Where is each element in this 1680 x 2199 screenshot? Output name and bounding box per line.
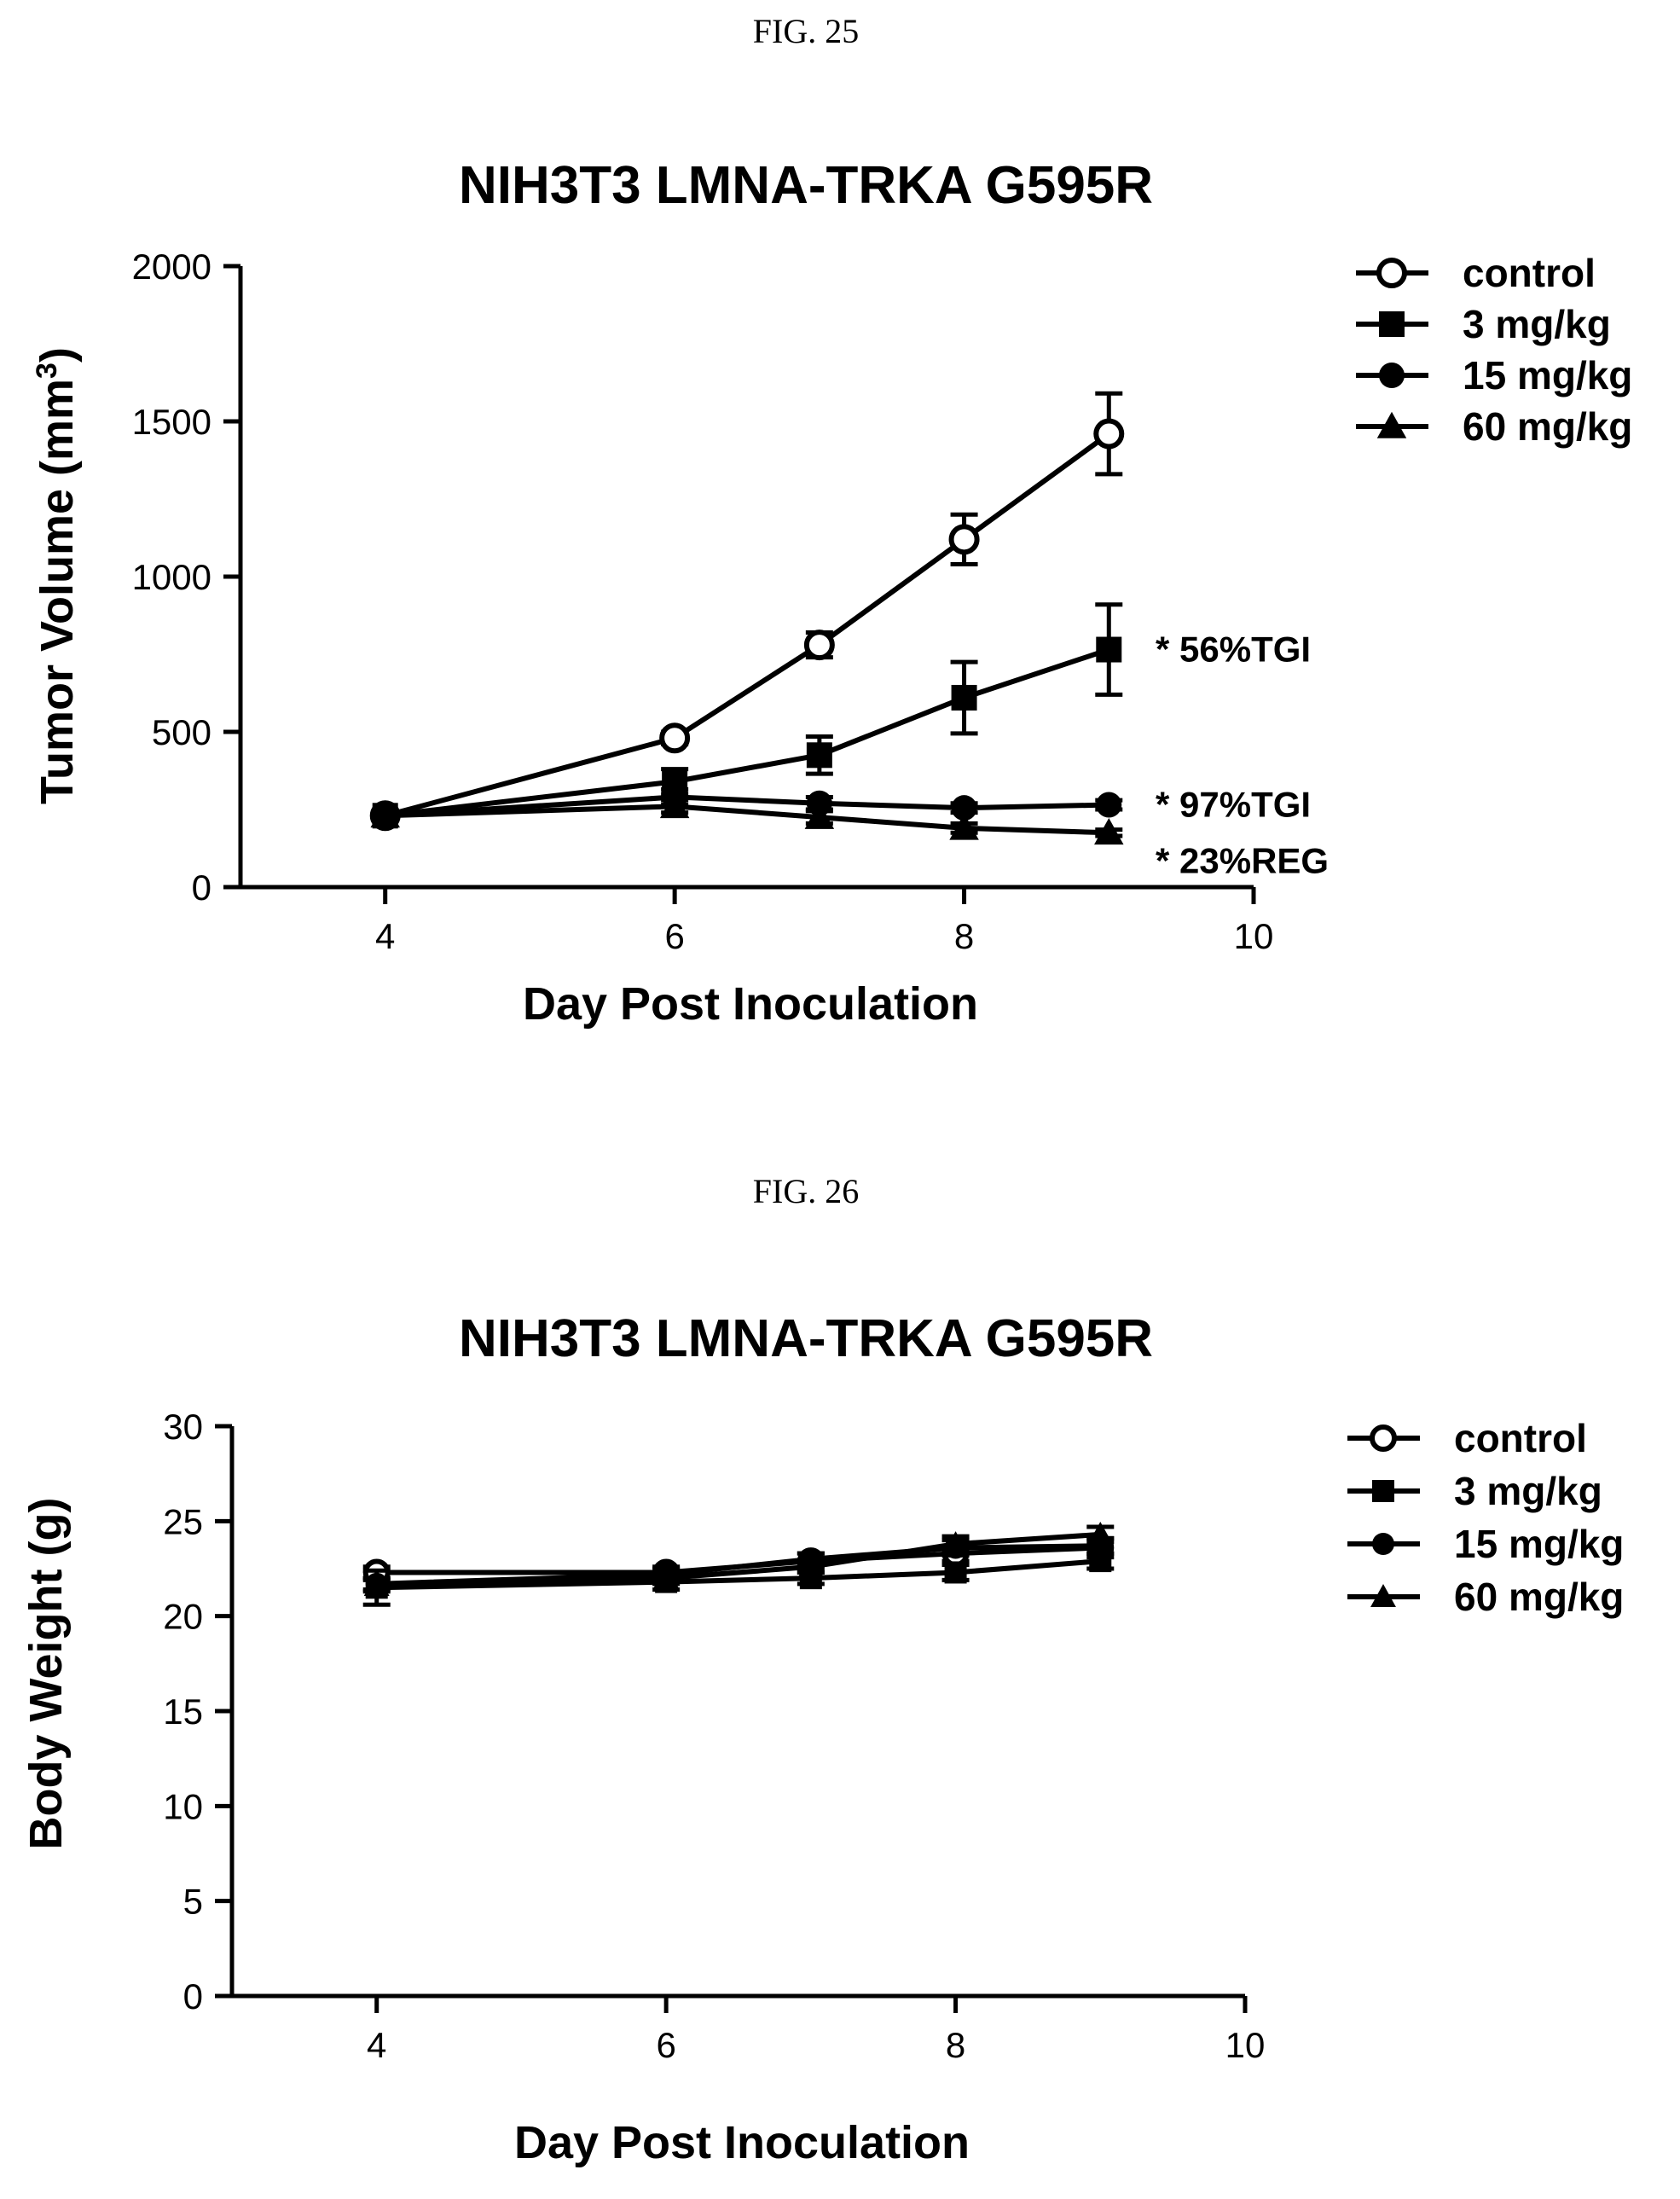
data-point: [951, 795, 977, 821]
legend-label: 3 mg/kg: [1463, 302, 1611, 346]
x-axis-ticks: 4 6 8 10: [367, 1996, 1265, 2065]
data-point: [804, 802, 835, 829]
x-tick-label: 8: [946, 2025, 965, 2065]
chart-title: NIH3T3 LMNA-TRKA G595R: [459, 1309, 1153, 1368]
legend-marker: [1370, 1584, 1396, 1607]
y-tick-label: 30: [163, 1407, 203, 1447]
legend-item-3-mg-kg: 3 mg/kg: [1356, 302, 1611, 346]
legend-marker: [1376, 258, 1407, 288]
legend-item-15-mg-kg: 15 mg/kg: [1347, 1522, 1624, 1566]
x-tick-label: 6: [656, 2025, 675, 2065]
data-point: [803, 630, 835, 661]
legend-item-3-mg-kg: 3 mg/kg: [1347, 1469, 1602, 1513]
data-point: [659, 792, 690, 819]
series-control: [362, 1534, 1115, 1587]
y-axis-title: Body Weight (g): [20, 1498, 72, 1850]
y-tick-label: 0: [192, 867, 211, 908]
y-axis-unit-superscript: 3: [31, 363, 63, 379]
legend-marker: [1379, 363, 1405, 388]
y-tick-label: 5: [183, 1882, 203, 1922]
x-tick-label: 10: [1234, 916, 1274, 956]
y-axis-ticks: 0 500 1000 1500 2000: [132, 247, 240, 908]
x-tick-label: 4: [367, 2025, 386, 2065]
y-tick-label: 1500: [132, 402, 211, 442]
y-tick-label: 2000: [132, 247, 211, 287]
series-60-mg-kg: [362, 1521, 1115, 1596]
data-point: [944, 1561, 967, 1584]
series-control: [369, 391, 1125, 832]
data-point: [370, 801, 400, 828]
data-point: [1096, 792, 1122, 818]
data-point: [1094, 818, 1124, 845]
legend-marker: [1372, 1480, 1394, 1502]
legend-label: 15 mg/kg: [1463, 353, 1632, 397]
legend-label: 60 mg/kg: [1463, 404, 1632, 449]
x-tick-label: 10: [1225, 2025, 1266, 2065]
y-tick-label: 20: [163, 1597, 203, 1637]
x-axis-title: Day Post Inoculation: [523, 978, 978, 1030]
data-point: [1096, 636, 1122, 663]
series-line: [384, 432, 1111, 819]
legend-item-control: control: [1347, 1416, 1587, 1460]
annotation-label: * 56%TGI: [1156, 630, 1311, 670]
y-tick-label: 25: [163, 1501, 203, 1541]
series-line: [385, 804, 1109, 836]
y-tick-label: 1000: [132, 557, 211, 597]
data-point: [1093, 418, 1125, 450]
annotations: * 56%TGI * 97%TGI * 23%REG: [1156, 630, 1329, 881]
legend-label: control: [1463, 251, 1596, 295]
data-point: [948, 524, 980, 555]
legend: control 3 mg/kg 15 mg/kg 60 mg/kg: [1356, 251, 1632, 449]
series-layer: [362, 1521, 1115, 1607]
x-tick-label: 6: [664, 916, 684, 956]
x-axis-ticks: 4 6 8 10: [375, 887, 1273, 956]
y-axis-title: Tumor Volume (mm3): [31, 347, 83, 804]
chart-fig26: FIG. 26 NIH3T3 LMNA-TRKA G595R 4 6 8 10 0 5 1…: [20, 1172, 1624, 2168]
data-point: [806, 742, 832, 769]
data-point: [951, 684, 977, 711]
legend-label: 60 mg/kg: [1454, 1575, 1624, 1619]
legend-label: 3 mg/kg: [1454, 1469, 1602, 1513]
figure-label: FIG. 26: [753, 1172, 859, 1210]
series-3-mg-kg: [371, 602, 1123, 829]
series-layer: [369, 391, 1125, 845]
legend-marker: [1379, 311, 1405, 337]
data-point: [942, 1531, 969, 1555]
series-60-mg-kg: [370, 792, 1124, 845]
series-3-mg-kg: [362, 1550, 1115, 1607]
legend-label: 15 mg/kg: [1454, 1522, 1624, 1566]
data-point: [653, 1565, 680, 1589]
data-point: [1087, 1521, 1114, 1545]
chart-title: NIH3T3 LMNA-TRKA G595R: [459, 156, 1153, 215]
annotation-label: * 97%TGI: [1156, 785, 1311, 825]
chart-fig25: FIG. 25 NIH3T3 LMNA-TRKA G595R 4 6 8 10 0 50…: [31, 12, 1632, 1030]
series-line: [385, 647, 1110, 819]
y-tick-label: 0: [183, 1976, 203, 2016]
figure-label: FIG. 25: [753, 12, 859, 50]
data-point: [797, 1553, 824, 1577]
y-axis-ticks: 0 5 10 15 20 25 30: [163, 1407, 232, 2016]
legend-item-60-mg-kg: 60 mg/kg: [1347, 1575, 1624, 1619]
legend-item-control: control: [1356, 251, 1596, 295]
data-point: [659, 722, 691, 754]
legend: control 3 mg/kg 15 mg/kg 60 mg/kg: [1347, 1416, 1624, 1619]
legend-label: control: [1454, 1416, 1587, 1460]
legend-marker: [1372, 1533, 1394, 1555]
y-tick-label: 10: [163, 1786, 203, 1826]
axes: [238, 266, 1254, 890]
legend-marker: [1370, 1424, 1397, 1452]
legend-item-15-mg-kg: 15 mg/kg: [1356, 353, 1632, 397]
y-tick-label: 500: [152, 712, 211, 752]
data-point: [363, 1573, 390, 1596]
annotation-label: * 23%REG: [1156, 841, 1329, 881]
y-tick-label: 15: [163, 1691, 203, 1732]
x-axis-title: Day Post Inoculation: [514, 2117, 970, 2168]
axes: [229, 1426, 1245, 1999]
legend-item-60-mg-kg: 60 mg/kg: [1356, 404, 1632, 449]
x-tick-label: 4: [375, 916, 395, 956]
legend-marker: [1376, 411, 1407, 438]
data-point: [949, 813, 979, 840]
x-tick-label: 8: [954, 916, 974, 956]
